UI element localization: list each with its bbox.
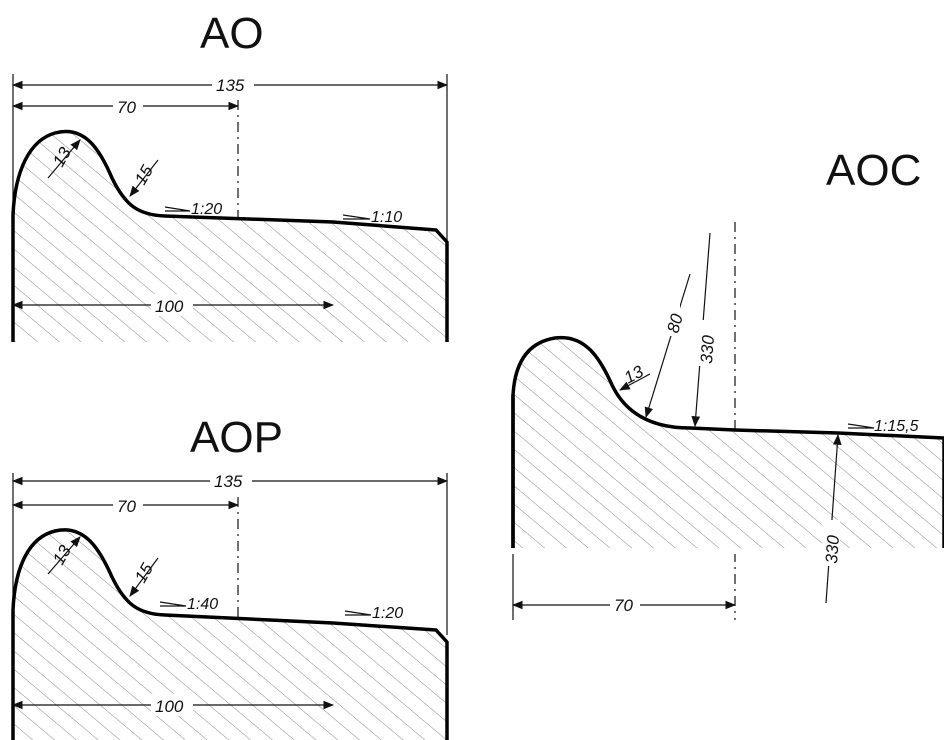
aop-flange-radius-leader: [47, 536, 81, 575]
profile-ao-title: AO: [200, 9, 264, 58]
ao-wheel-section: [11, 129, 449, 342]
profile-aoc-title: AOC: [826, 146, 921, 195]
aoc-flange-radius-leader: [619, 373, 651, 391]
aop-slope-inner: 1:40: [187, 596, 218, 613]
profile-aop-title: AOP: [190, 413, 283, 462]
ao-slope-outer-symbol: [342, 214, 371, 220]
aop-throat-radius-leader: [129, 557, 159, 597]
ao-half-dimension: 70: [117, 98, 136, 117]
aop-wheel-section: [11, 528, 449, 740]
aoc-tread-radius-lower-leader: [825, 433, 842, 604]
ao-tread-dimension: 100: [155, 297, 184, 316]
profile-aoc: AOC 70 13 80 330 330 1:15,5: [505, 146, 944, 620]
ao-slope-inner: 1:20: [191, 201, 222, 218]
ao-throat-radius-leader: [129, 159, 159, 197]
aoc-slope: 1:15,5: [874, 418, 919, 435]
ao-width-dimension: 135: [216, 76, 245, 95]
aoc-throat-radius: 80: [664, 311, 687, 335]
aop-tread-dimension: 100: [155, 697, 184, 716]
profile-aop: AOP 135 70 100 13 15 1:40 1:20: [11, 413, 449, 740]
aoc-flange-radius: 13: [621, 362, 647, 388]
aoc-wheel-section: [511, 335, 944, 550]
aoc-half-dimension: 70: [614, 596, 633, 615]
aoc-slope-symbol: [847, 423, 875, 429]
ao-slope-outer: 1:10: [371, 209, 402, 226]
ao-flange-radius-leader: [47, 139, 81, 179]
aoc-tread-radius-lower: 330: [822, 534, 843, 564]
aop-slope-outer-symbol: [344, 610, 372, 616]
aop-width-dimension: 135: [214, 472, 243, 491]
aoc-throat-radius-leader: [644, 273, 691, 419]
aop-half-dimension: 70: [117, 497, 136, 516]
aop-slope-outer: 1:20: [372, 605, 403, 622]
ao-slope-inner-symbol: [164, 206, 191, 212]
aoc-tread-radius: 330: [697, 334, 718, 364]
profile-ao: AO 135 70 100 13 15 1:20 1:10: [10, 9, 450, 346]
aop-slope-inner-symbol: [159, 601, 187, 607]
